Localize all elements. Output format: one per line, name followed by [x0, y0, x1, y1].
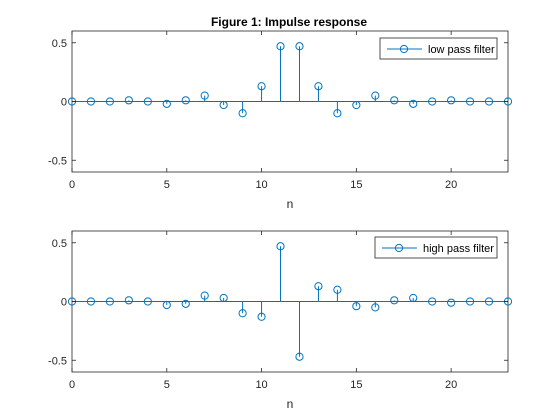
stem-marker [352, 302, 361, 311]
legend-entry-high-pass: high pass filter [423, 243, 494, 255]
x-tick-label: 0 [69, 379, 75, 391]
stem-marker [257, 82, 266, 91]
stem-marker [484, 97, 494, 106]
y-tick-label: 0.5 [52, 38, 67, 50]
legend: low pass filter [379, 37, 498, 60]
legend-marker-swatch [394, 243, 404, 253]
stem-marker [200, 91, 209, 100]
marks-layer [67, 42, 513, 118]
stem-marker [428, 297, 437, 306]
legend-box [379, 37, 498, 60]
chart-title: Figure 1: Impulse response [211, 15, 367, 29]
tick-layer: 0 5 10 15 20-0.500.5 [48, 231, 508, 391]
stem-marker [371, 91, 380, 100]
x-tick-label: 15 [350, 379, 362, 391]
stem-marker [447, 96, 456, 105]
stem-marker [333, 109, 342, 118]
tick-layer: 0 5 10 15 20-0.500.5 [48, 31, 508, 191]
stem-marker [333, 285, 342, 294]
stem-marker [314, 82, 323, 91]
stem-marker [352, 100, 361, 110]
stem-marker [238, 309, 247, 318]
stem-marker [276, 242, 285, 251]
stem-marker [409, 99, 418, 108]
stem-marker [200, 291, 209, 300]
x-tick-label: 5 [164, 179, 170, 191]
y-tick-label: 0.5 [52, 238, 67, 250]
stem-marker [238, 109, 247, 118]
y-tick-label: -0.5 [48, 155, 67, 167]
stem-marker [484, 297, 494, 306]
legend-entry-low-pass: low pass filter [428, 44, 495, 56]
stem-marker [409, 293, 418, 303]
stem-marker [219, 293, 228, 303]
marks-layer [67, 242, 513, 361]
y-tick-label: -0.5 [48, 355, 67, 367]
stem-marker [219, 100, 228, 110]
stem-marker [390, 296, 399, 305]
stem-marker [143, 97, 152, 106]
x-axis-label: n [287, 397, 294, 411]
stem-marker [465, 97, 475, 106]
stem-marker [181, 96, 190, 105]
x-tick-label: 10 [255, 179, 267, 191]
stem-marker [390, 96, 399, 105]
stem-marker [371, 303, 380, 312]
x-tick-label: 5 [164, 379, 170, 391]
x-tick-label: 20 [445, 379, 457, 391]
stem-marker [314, 282, 323, 291]
stem-marker [465, 297, 475, 306]
stem-marker [124, 296, 133, 305]
legend: high pass filter [374, 236, 498, 259]
stem-marker [428, 97, 437, 106]
stem-marker [105, 97, 115, 106]
stem-marker [447, 298, 456, 307]
x-tick-label: 0 [69, 179, 75, 191]
stem-marker [86, 297, 96, 306]
stem-marker [181, 299, 190, 308]
subplot-1: Figure 1: Impulse response 0 5 10 15 20-0.50… [48, 15, 513, 211]
stem-marker [124, 96, 133, 105]
stem-marker [143, 297, 152, 306]
stem-marker [105, 297, 115, 306]
x-axis-label: n [287, 197, 294, 211]
subplot-2: 0 5 10 15 20-0.500.5 n high pass filter [48, 230, 513, 411]
stem-marker [86, 97, 96, 106]
y-tick-label: 0 [61, 297, 67, 309]
x-tick-label: 10 [255, 379, 267, 391]
y-tick-label: 0 [61, 97, 67, 109]
legend-marker-swatch [399, 44, 409, 54]
stem-marker [162, 99, 171, 108]
x-tick-label: 20 [445, 179, 457, 191]
x-tick-label: 15 [350, 179, 362, 191]
stem-marker [162, 300, 171, 310]
stem-marker [295, 352, 304, 361]
legend-box [374, 236, 498, 259]
stem-marker [295, 42, 304, 51]
stem-marker [276, 42, 285, 51]
stem-marker [257, 312, 266, 321]
